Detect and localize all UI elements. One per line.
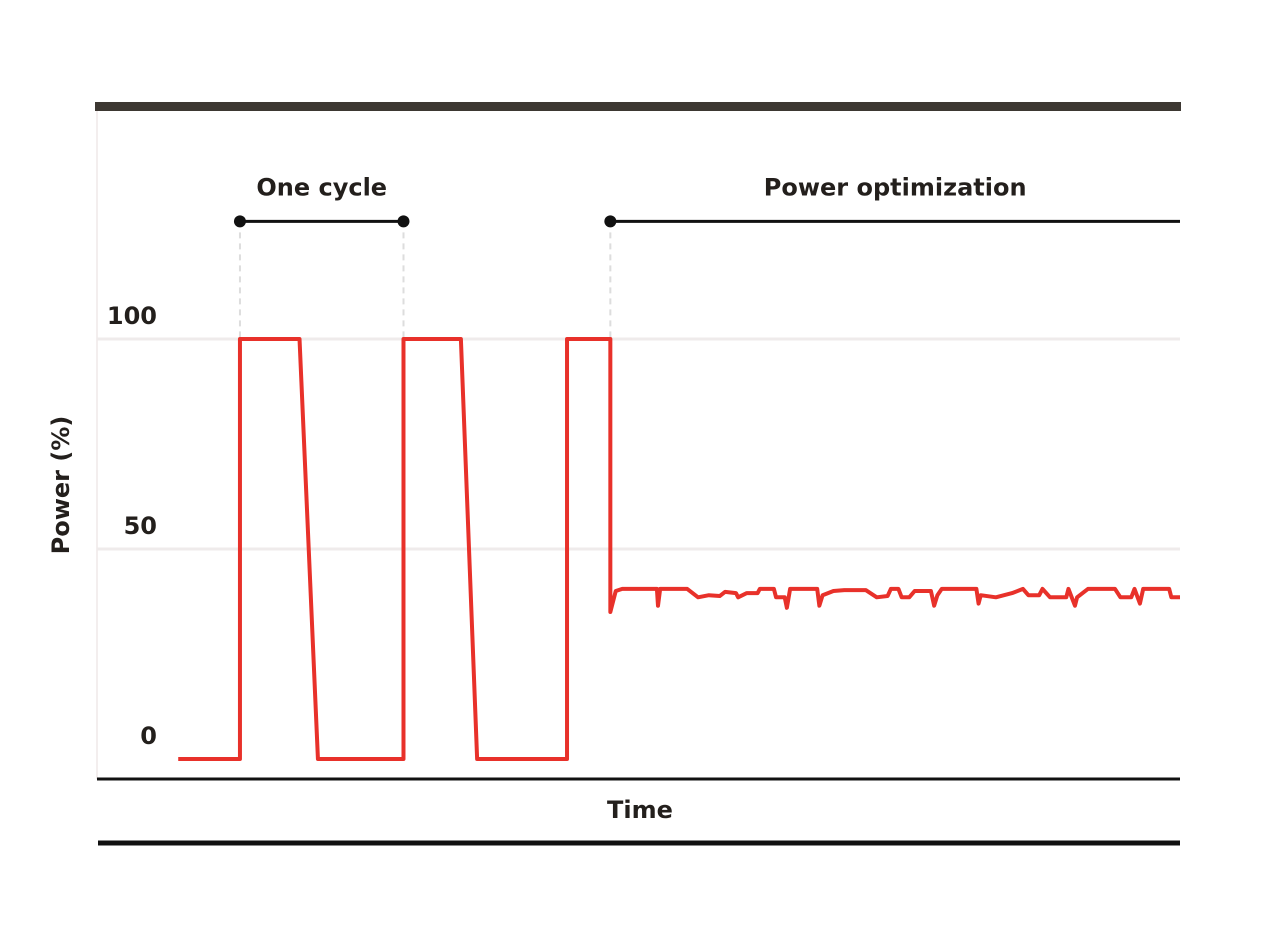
y-tick-label: 0 [140, 722, 157, 750]
bracket-end [397, 215, 410, 228]
annotation: One cycle [256, 173, 387, 201]
x-axis-label: Time [607, 796, 673, 824]
top-bar [95, 102, 1181, 111]
y-tick-label: 100 [107, 302, 157, 330]
bracket-end [604, 215, 617, 228]
data-line [178, 337, 1180, 761]
y-axis-label: Power (%) [47, 416, 75, 555]
bracket-end [233, 215, 246, 228]
annotation: Power optimization [764, 173, 1027, 201]
y-tick-label: 50 [124, 512, 157, 540]
